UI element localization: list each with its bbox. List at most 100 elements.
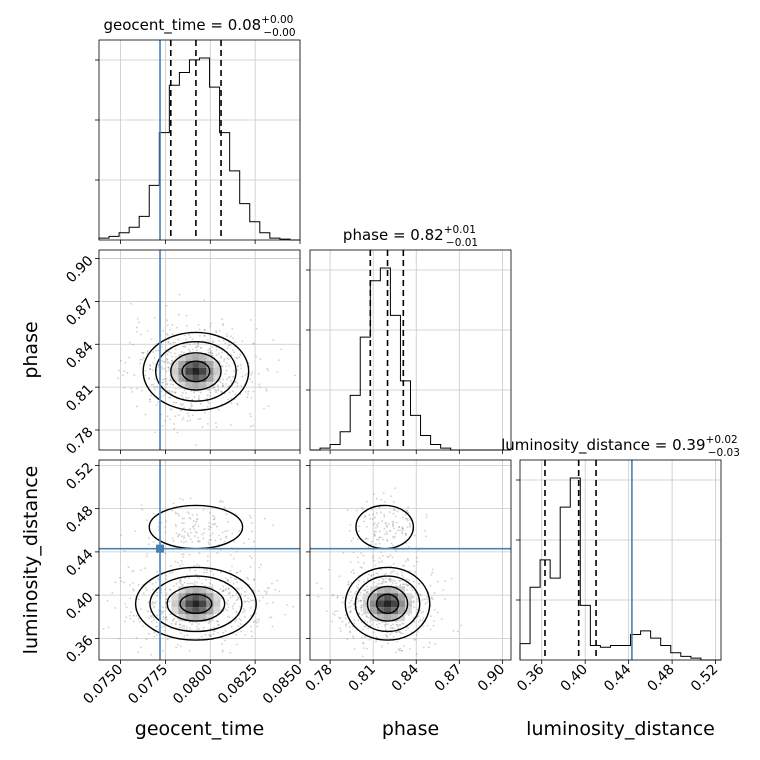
sample-point — [405, 577, 408, 580]
sample-point — [225, 369, 228, 372]
sample-point — [178, 623, 181, 626]
sample-point — [320, 587, 323, 590]
sample-point — [325, 610, 328, 613]
sample-point — [226, 609, 229, 612]
sample-point — [376, 512, 378, 514]
sample-point — [353, 622, 356, 625]
sample-point — [209, 534, 212, 537]
sample-point — [177, 535, 179, 538]
sample-point — [156, 401, 159, 403]
title-lower-error: −0.03 — [708, 447, 740, 459]
sample-point — [389, 580, 391, 583]
histogram-panel-luminosity_distance: 0.36 0.40 0.44 0.48 0.52 luminosity_distance … — [501, 434, 740, 695]
sample-point — [162, 361, 165, 363]
sample-point — [349, 609, 352, 612]
sample-point — [367, 627, 369, 630]
sample-point — [203, 568, 206, 571]
sample-point — [225, 383, 228, 385]
density-cell — [206, 360, 214, 368]
sample-point — [202, 532, 205, 534]
sample-point — [190, 405, 193, 408]
sample-point — [393, 527, 396, 530]
sample-point — [373, 533, 376, 536]
density-cell — [213, 367, 221, 375]
contour-line — [355, 504, 415, 550]
sample-point — [328, 568, 330, 571]
sample-point — [209, 512, 211, 514]
sample-point — [332, 612, 334, 615]
sample-point — [182, 345, 185, 348]
sample-point — [173, 391, 175, 394]
sample-point — [156, 386, 159, 389]
sample-point — [190, 402, 193, 405]
sample-point — [209, 582, 211, 585]
sample-point — [168, 391, 171, 394]
sample-point — [253, 578, 256, 581]
sample-point — [209, 351, 212, 354]
sample-point — [167, 366, 170, 369]
contour-line — [134, 566, 257, 641]
sample-point — [216, 620, 219, 623]
sample-point — [242, 608, 245, 610]
sample-point — [401, 622, 404, 625]
sample-point — [266, 367, 269, 370]
sample-point — [250, 599, 252, 602]
histogram-line-geocent_time — [98, 57, 300, 241]
sample-point — [401, 632, 404, 635]
sample-point — [392, 535, 394, 538]
sample-point — [164, 392, 167, 395]
sample-point — [183, 541, 185, 544]
sample-point — [185, 325, 188, 327]
sample-point — [220, 597, 223, 600]
sample-point — [189, 582, 192, 585]
sample-point — [347, 621, 350, 624]
density-cell — [377, 600, 385, 608]
sample-point — [385, 623, 387, 625]
sample-point — [260, 563, 262, 566]
sample-point — [401, 530, 403, 533]
sample-point — [170, 408, 173, 411]
sample-point — [252, 540, 255, 543]
sample-point — [144, 567, 146, 570]
sample-point — [149, 368, 152, 370]
sample-point — [240, 619, 242, 622]
sample-point — [171, 333, 174, 336]
sample-point — [227, 376, 230, 379]
density-cell — [171, 593, 179, 601]
sample-point — [429, 628, 432, 631]
sample-point — [206, 423, 209, 425]
sample-point — [421, 619, 424, 622]
sample-point — [365, 615, 368, 618]
sample-point — [198, 564, 201, 567]
sample-point — [373, 535, 376, 537]
sample-point — [165, 360, 168, 363]
sample-point — [197, 395, 200, 398]
sample-point — [433, 592, 436, 594]
sample-point — [229, 553, 232, 556]
sample-point — [430, 615, 432, 618]
density-cell — [206, 374, 214, 382]
sample-point — [212, 340, 215, 343]
sample-point — [153, 606, 155, 609]
density-cell — [206, 586, 214, 594]
sample-point — [189, 343, 191, 346]
histogram-panel-phase: phase = 0.82+0.01 −0.01 — [306, 224, 512, 454]
sample-point — [165, 578, 168, 581]
sample-point — [406, 526, 409, 529]
sample-point — [165, 616, 168, 619]
density-cell — [185, 374, 193, 382]
sample-point — [224, 342, 227, 345]
sample-point — [180, 409, 183, 412]
sample-point — [376, 525, 379, 528]
sample-point — [389, 633, 392, 636]
sample-point — [175, 525, 177, 528]
sample-point — [382, 580, 385, 583]
sample-point — [215, 346, 218, 349]
sample-point — [357, 619, 360, 622]
sample-point — [402, 529, 404, 532]
sample-point — [428, 646, 430, 649]
sample-point — [197, 536, 199, 539]
sample-point — [390, 631, 393, 634]
sample-point — [386, 555, 389, 558]
x-axis-label-geocent_time: geocent_time — [135, 718, 264, 740]
